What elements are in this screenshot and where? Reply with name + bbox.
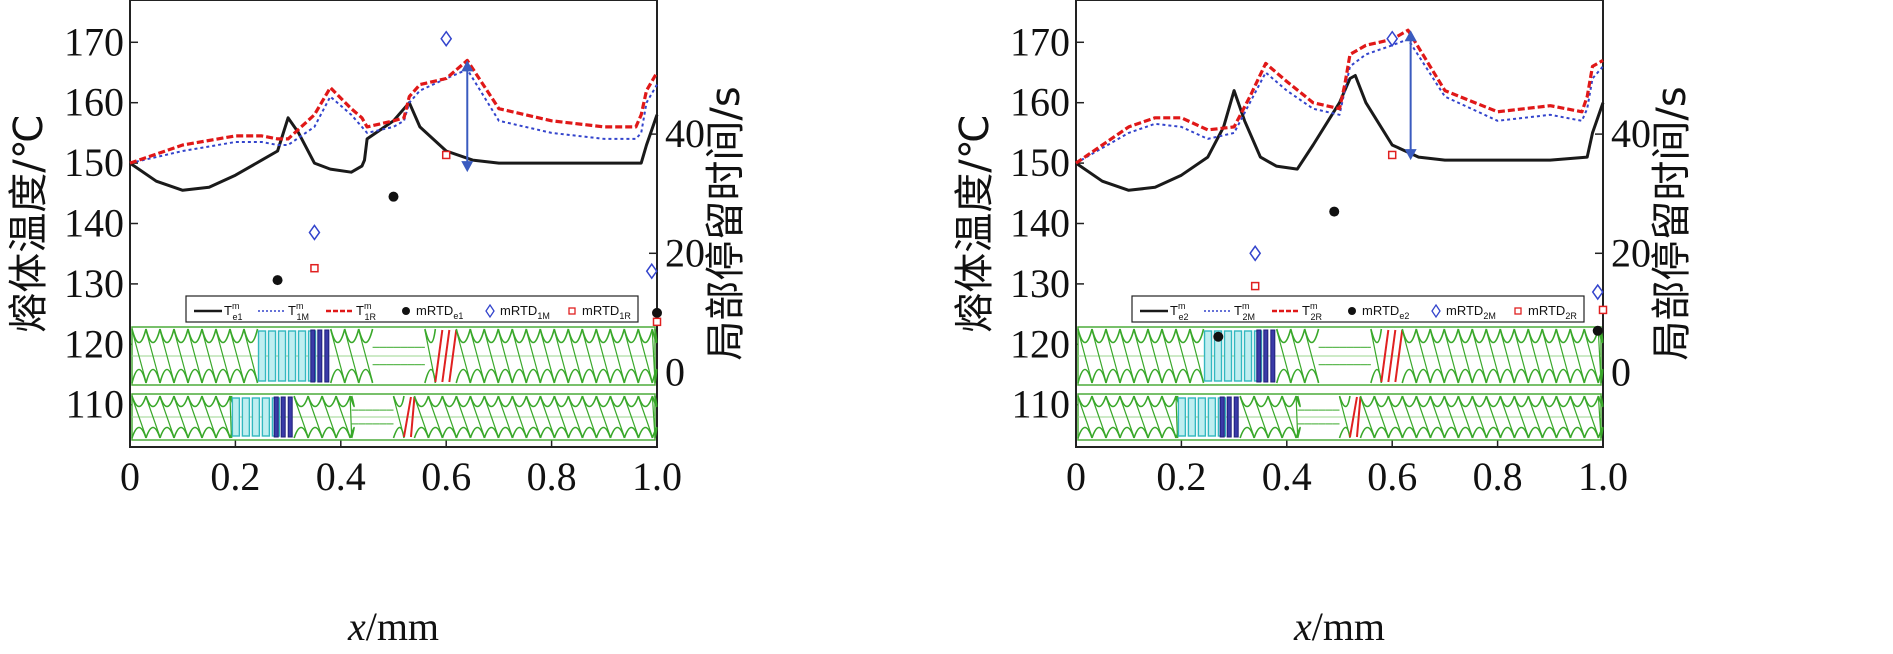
legend-label: Tm e1	[224, 301, 242, 322]
y-left-tick-label: 130	[64, 261, 124, 306]
y-left-tick-label: 120	[64, 321, 124, 366]
y-left-tick-label: 110	[1011, 382, 1070, 427]
x-tick-label: 0.8	[1473, 454, 1523, 499]
y-right-tick-label: 20	[1611, 230, 1651, 275]
legend-symbol	[1514, 307, 1522, 315]
x-tick-label: 0.6	[1367, 454, 1417, 499]
legend-label: Tm 2R	[1302, 301, 1322, 322]
y-left-tick-label: 150	[1010, 140, 1070, 185]
y-left-tick-label: 170	[64, 19, 124, 64]
y-right-tick-label: 0	[665, 350, 685, 395]
scatter-point-mRTD_R	[310, 263, 319, 273]
series-line-Te	[1075, 74, 1605, 192]
legend-label: mRTD2R	[1528, 303, 1577, 321]
y-left-tick-label: 110	[65, 382, 124, 427]
y-left-tick-label: 130	[1010, 261, 1070, 306]
scatter-point-mRTD_M	[308, 224, 321, 241]
x-axis-label: x/mm	[347, 604, 439, 649]
legend-label: mRTD2M	[1446, 303, 1496, 321]
scatter-point-mRTD_R	[1250, 281, 1260, 291]
legend-label: mRTDe2	[1362, 303, 1409, 321]
y-right-axis-label: 局部停留时间/s	[1649, 86, 1695, 360]
legend-label: mRTDe1	[416, 303, 463, 321]
y-right-tick-label: 0	[1611, 350, 1631, 395]
chart-panel-left: 110 120 130 140 150 160 170 0 20 40 0 0.2 0.4 0.6 0.8 1…	[0, 0, 946, 654]
x-tick-label: 0.2	[210, 454, 260, 499]
legend-symbol	[485, 303, 495, 319]
scatter-point-mRTD_e	[272, 275, 283, 286]
scatter-point-mRTD_R	[1387, 150, 1397, 160]
x-tick-label: 0	[1066, 454, 1086, 499]
x-tick-label: 0.4	[316, 454, 366, 499]
legend-label: Tm 1M	[288, 301, 309, 322]
scatter-point-mRTD_M	[1591, 283, 1604, 301]
x-tick-label: 0.4	[1262, 454, 1312, 499]
delta-arrow-head-up	[461, 60, 474, 72]
scatter-point-mRTD_M	[440, 30, 453, 48]
scatter-point-mRTD_e	[652, 307, 662, 318]
x-tick-label: 1.0	[1578, 454, 1628, 499]
legend-symbol	[568, 307, 576, 315]
y-right-axis-label: 局部停留时间/s	[703, 86, 749, 360]
y-left-tick-label: 140	[1010, 201, 1070, 246]
x-tick-label: 0.8	[527, 454, 577, 499]
x-axis-label: x/mm	[1293, 604, 1385, 649]
screw-schematic	[1077, 326, 1604, 441]
x-tick-label: 0.6	[421, 454, 471, 499]
chart-panel-right: 110 120 130 140 150 160 170 0 20 40 0 0.2 0.4 0.6 0.8 1…	[946, 0, 1892, 654]
legend-label: Tm 2M	[1234, 301, 1255, 322]
x-tick-label: 0.2	[1156, 454, 1206, 499]
delta-arrow-head-down	[461, 161, 474, 173]
screw-schematic	[131, 326, 658, 441]
series-line-Te	[129, 101, 659, 192]
y-left-tick-label: 140	[64, 201, 124, 246]
scatter-point-mRTD_R	[652, 317, 662, 327]
scatter-point-mRTD_e	[1329, 206, 1340, 217]
scatter-point-mRTD_e	[388, 191, 399, 202]
legend: Tm e1 Tm 1M Tm 1R mRTDe1 mRTD1M mRTD1R	[185, 295, 639, 323]
scatter-point-mRTD_M	[1249, 245, 1262, 262]
delta-arrow-head-up	[1404, 30, 1417, 42]
x-tick-label: 0	[120, 454, 140, 499]
scatter-point-mRTD_e	[1213, 331, 1224, 342]
series-line-TM	[129, 68, 658, 165]
x-tick-label: 1.0	[632, 454, 682, 499]
legend-label: mRTD1M	[500, 303, 550, 321]
y-right-tick-label: 40	[1611, 111, 1651, 156]
y-left-tick-label: 170	[1010, 19, 1070, 64]
scatter-point-mRTD_M	[645, 262, 658, 280]
y-left-axis-label: 熔体温度/℃	[952, 114, 998, 332]
chart-svg-right: 110 120 130 140 150 160 170 0 20 40 0 0.2 0.4 0.6 0.8 1…	[952, 0, 1695, 649]
y-left-axis-label: 熔体温度/℃	[6, 114, 52, 332]
series-line-TR	[1075, 28, 1604, 165]
legend-symbol	[1431, 303, 1441, 319]
scatter-point-mRTD_e	[1592, 325, 1603, 336]
scatter-point-mRTD_R	[1598, 305, 1608, 315]
y-left-tick-label: 150	[64, 140, 124, 185]
legend-symbol	[402, 307, 410, 315]
y-left-tick-label: 160	[64, 80, 124, 125]
y-right-tick-label: 40	[665, 111, 705, 156]
chart-svg-left: 110 120 130 140 150 160 170 0 20 40 0 0.2 0.4 0.6 0.8 1…	[6, 0, 749, 649]
y-right-tick-label: 20	[665, 230, 705, 275]
legend-symbol	[1348, 307, 1356, 315]
y-left-tick-label: 120	[1010, 321, 1070, 366]
series-line-TR	[129, 58, 659, 165]
y-left-tick-label: 160	[1010, 80, 1070, 125]
legend-label: Tm 1R	[356, 301, 376, 322]
delta-arrow-head-down	[1404, 149, 1417, 161]
legend-label: Tm e2	[1170, 301, 1188, 322]
scatter-point-mRTD_R	[441, 150, 451, 160]
legend-label: mRTD1R	[582, 303, 631, 321]
legend: Tm e2 Tm 2M Tm 2R mRTDe2 mRTD2M mRTD2R	[1131, 295, 1585, 323]
scatter-point-mRTD_M	[1386, 30, 1399, 48]
